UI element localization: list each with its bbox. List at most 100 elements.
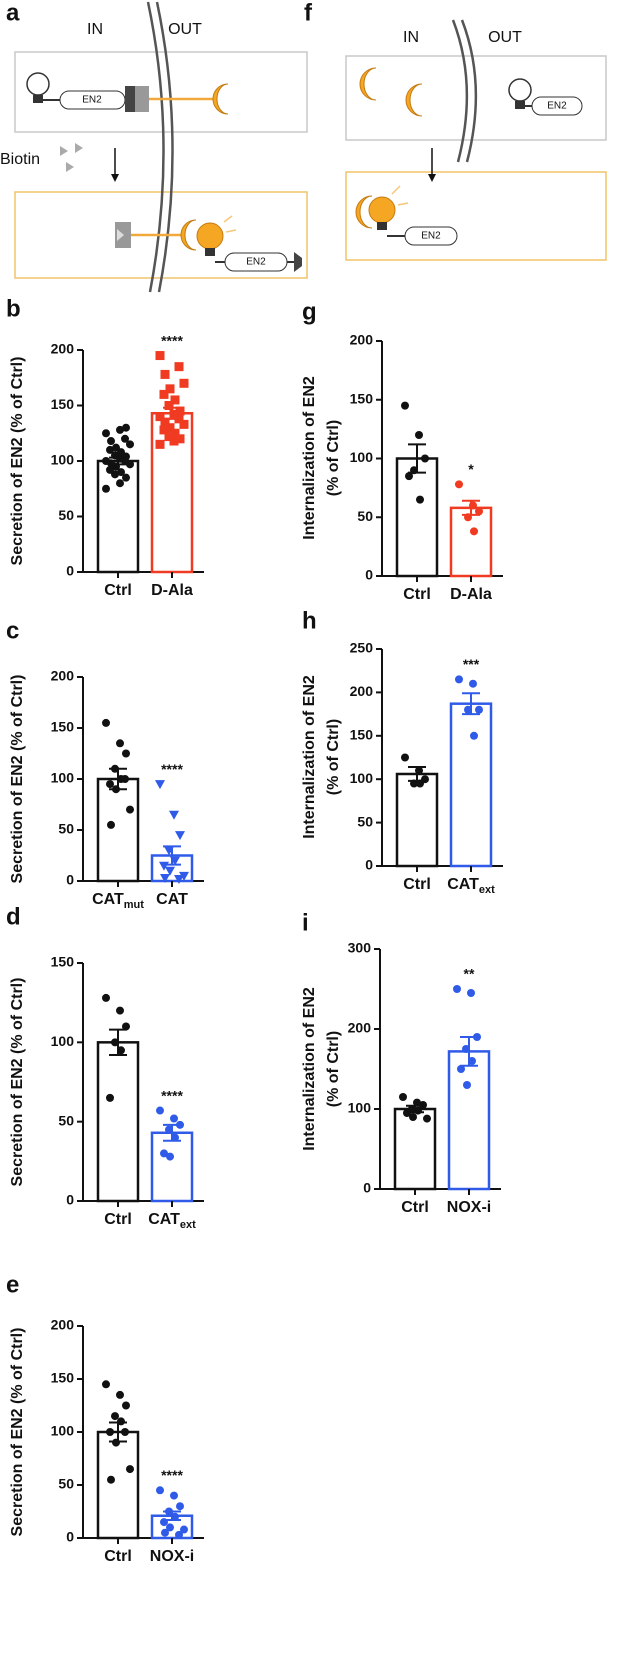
y-tick-label: 100 [51,1423,75,1439]
bar [395,772,439,868]
data-point [102,457,110,465]
data-point [409,1113,417,1121]
panel-label: e [6,1271,19,1298]
data-point [179,871,189,881]
data-point [126,1465,134,1474]
membrane [460,19,478,163]
y-tick-label: 50 [357,508,373,524]
data-point [122,1401,130,1410]
data-point [102,993,110,1002]
crescent [355,195,373,229]
bar [96,459,140,574]
panel-label: a [6,0,20,26]
data-point [116,1006,124,1015]
data-point [112,443,120,452]
bar [96,777,140,883]
data-point [405,472,413,481]
data-point [423,1114,431,1123]
data-point [475,705,483,714]
data-point [416,495,424,504]
bar [96,1041,140,1203]
data-point [475,507,483,516]
y-tick-label: 300 [348,940,372,956]
data-point [107,1475,115,1484]
data-point [164,432,174,442]
data-point [175,434,185,444]
arrow-head [111,174,119,182]
data-point [155,412,165,422]
y-axis-label: Secretion of EN2 (% of Ctrl) [9,1328,26,1537]
bulb [368,196,396,224]
x-tick-label: CAText [447,876,495,896]
y-axis-label: (% of Ctrl) [325,719,342,795]
y-tick-label: 250 [350,640,374,656]
y-tick-label: 200 [350,332,374,348]
outside-label: OUT [168,21,202,38]
x-tick-label: Ctrl [403,876,431,893]
y-tick-label: 200 [350,683,374,699]
bulb-base [33,95,43,103]
y-axis-label: Internalization of EN2 [301,675,318,839]
y-tick-label: 100 [51,452,75,468]
x-tick-label: CAText [148,1211,196,1231]
anchor [125,86,135,112]
data-point [122,423,130,432]
significance: **** [161,761,183,777]
x-tick-label: Ctrl [104,1548,132,1565]
data-point [463,1081,471,1089]
y-tick-label: 0 [365,857,373,873]
y-tick-label: 0 [66,1192,74,1208]
data-point [169,436,179,446]
data-point [106,1093,114,1102]
data-point [176,1502,184,1511]
y-axis-label: Secretion of EN2 (% of Ctrl) [9,978,26,1187]
data-point [160,1149,168,1158]
y-axis-label: Internalization of EN2 [301,987,318,1151]
anchor [135,86,149,112]
data-point [174,874,184,884]
diagram-a: a IN OUT EN2 Biotin EN2 [0,0,308,293]
panel-label: c [6,617,19,644]
significance: *** [463,656,480,672]
panel-label: f [304,0,313,26]
data-point [470,527,478,536]
diagram-f: f IN OUT EN2 EN2 [304,0,607,261]
significance: **** [161,1467,183,1483]
data-point [455,675,463,684]
x-tick-label: NOX-i [150,1548,194,1565]
data-point [169,409,179,419]
data-point [122,1022,130,1031]
bar [150,1131,194,1203]
data-point [116,479,124,488]
x-tick-label: CATmut [92,891,144,911]
data-point [413,1098,421,1107]
bulb-base [377,222,387,230]
x-tick-label: Ctrl [104,1211,132,1228]
data-point [165,423,175,433]
data-point [155,439,165,449]
data-point [467,989,475,997]
y-tick-label: 150 [51,1370,75,1386]
y-tick-label: 100 [348,1100,372,1116]
x-tick-subscript: ext [479,884,495,896]
anchor [294,252,302,272]
data-point [160,873,170,883]
y-axis-label: Internalization of EN2 [301,376,318,540]
significance: **** [161,332,183,348]
data-point [102,484,110,493]
data-point [126,440,134,449]
box [345,171,607,261]
data-point [107,437,115,446]
data-point [122,749,130,758]
x-tick-subscript: ext [180,1219,196,1231]
data-point [111,1412,119,1421]
data-point [106,465,114,474]
data-point [107,820,115,829]
data-point [175,406,185,416]
data-point [165,866,175,876]
box [345,55,607,141]
box [14,51,308,133]
bar [449,702,493,868]
y-tick-label: 150 [51,719,75,735]
